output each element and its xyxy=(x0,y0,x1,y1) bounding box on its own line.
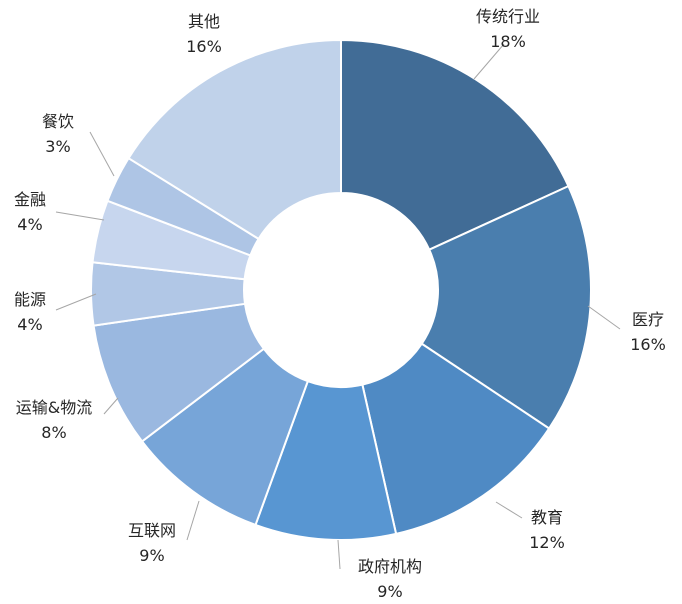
labels-group: 传统行业 18% 医疗 16% 教育 12% 政府机构 9% 互联网 9% 运输&物流 8% 能源 4% 金… xyxy=(14,7,666,601)
leader-lines-group xyxy=(55,43,621,570)
value-label-2: 12% xyxy=(529,533,565,552)
value-label-5: 8% xyxy=(41,423,66,442)
value-label-3: 9% xyxy=(377,582,402,601)
leader-line-8 xyxy=(89,131,115,177)
value-label-8: 3% xyxy=(45,137,70,156)
slice-0 xyxy=(340,38,570,252)
category-label-7: 金融 xyxy=(14,190,46,209)
leader-line-5 xyxy=(103,397,119,415)
leader-line-0 xyxy=(473,43,505,80)
leader-line-7 xyxy=(55,211,105,221)
category-label-2: 教育 xyxy=(531,508,563,527)
category-label-9: 其他 xyxy=(188,12,220,31)
category-label-0: 传统行业 xyxy=(476,7,540,26)
category-label-5: 运输&物流 xyxy=(16,398,92,417)
leader-line-6 xyxy=(55,293,97,311)
leader-line-2 xyxy=(495,501,523,519)
category-label-3: 政府机构 xyxy=(358,557,422,576)
category-label-1: 医疗 xyxy=(632,310,664,329)
value-label-1: 16% xyxy=(630,335,666,354)
leader-line-1 xyxy=(587,305,621,330)
value-label-0: 18% xyxy=(490,32,526,51)
value-label-9: 16% xyxy=(186,37,222,56)
slice-1 xyxy=(420,184,592,430)
category-label-8: 餐饮 xyxy=(42,112,74,131)
value-label-4: 9% xyxy=(139,546,164,565)
category-label-4: 互联网 xyxy=(128,521,176,540)
slice-9 xyxy=(127,38,342,241)
slice-2 xyxy=(361,342,551,536)
value-label-7: 4% xyxy=(17,215,42,234)
slices-group xyxy=(90,38,592,541)
value-label-6: 4% xyxy=(17,315,42,334)
leader-line-4 xyxy=(186,500,200,541)
leader-line-3 xyxy=(337,539,341,570)
category-label-6: 能源 xyxy=(14,290,46,309)
